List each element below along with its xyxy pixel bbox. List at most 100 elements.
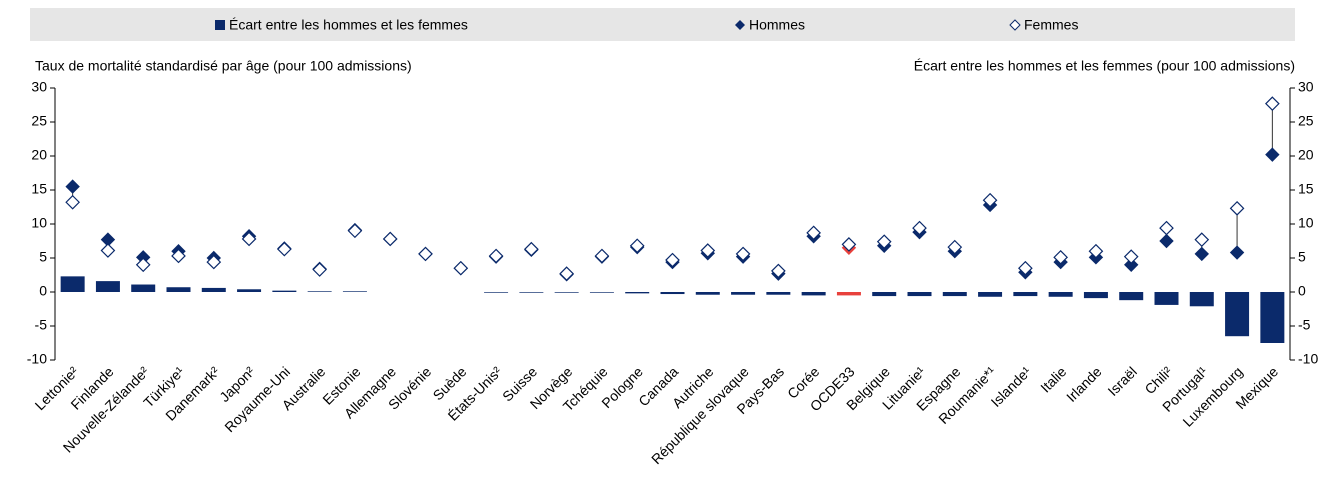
bar: [272, 290, 297, 292]
femmes-marker: [1194, 232, 1210, 247]
femmes-marker: [665, 252, 680, 268]
femmes-marker: [629, 238, 645, 254]
femmes-marker: [947, 239, 963, 255]
bar: [978, 292, 1003, 297]
x-tick-label: Irlande: [1063, 363, 1105, 405]
bar: [872, 292, 897, 297]
femmes-marker: [700, 243, 716, 258]
femmes-marker: [347, 223, 363, 239]
hommes-marker: [1124, 257, 1139, 273]
femmes-marker: [241, 231, 257, 247]
y-tick-label: 30: [31, 79, 47, 95]
y-tick-label: 25: [31, 113, 47, 129]
y2-tick-label: 30: [1298, 79, 1314, 95]
legend-swatch: [1009, 19, 1021, 31]
y2-tick-label: 5: [1298, 249, 1306, 265]
femmes-marker: [277, 241, 292, 257]
bar: [1260, 292, 1285, 343]
y2-tick-label: 0: [1298, 283, 1306, 299]
y-tick-label: 5: [39, 249, 47, 265]
hommes-marker: [65, 179, 80, 194]
femmes-marker: [524, 241, 539, 257]
legend-box: [30, 8, 1295, 41]
femmes-marker: [982, 192, 998, 208]
bar: [95, 281, 120, 292]
femmes-marker: [1229, 201, 1245, 216]
bar: [554, 292, 579, 293]
femmes-marker: [135, 257, 151, 273]
bar: [342, 291, 367, 292]
bar: [766, 292, 791, 295]
femmes-marker: [1159, 220, 1174, 236]
y-tick-label: 10: [31, 215, 47, 231]
femmes-marker: [1123, 249, 1139, 264]
y-tick-label: 0: [39, 283, 47, 299]
bar: [907, 292, 932, 297]
femmes-marker: [1018, 260, 1033, 276]
hommes-marker: [1265, 147, 1280, 162]
bar: [801, 292, 826, 296]
femmes-marker: [559, 266, 574, 281]
y2-tick-label: -5: [1298, 317, 1311, 333]
femmes-marker: [171, 248, 186, 264]
bar: [1189, 292, 1214, 307]
femmes-marker: [488, 248, 504, 264]
bar: [237, 289, 262, 292]
y-tick-label: -10: [27, 351, 47, 367]
y2-tick-label: 25: [1298, 113, 1314, 129]
bar: [625, 292, 650, 294]
femmes-marker: [418, 246, 433, 262]
y-axis-title: Taux de mortalité standardisé par âge (p…: [35, 58, 412, 74]
y-tick-label: 20: [31, 147, 47, 163]
bar: [166, 287, 191, 292]
bar: [1048, 292, 1073, 297]
y2-axis-title: Écart entre les hommes et les femmes (po…: [914, 58, 1295, 74]
femmes-marker: [594, 248, 610, 264]
femmes-marker: [100, 243, 116, 258]
legend-swatch: [215, 20, 225, 30]
bar: [836, 292, 861, 296]
hommes-marker: [1159, 233, 1174, 249]
femmes-marker: [65, 194, 80, 210]
bar: [1119, 292, 1144, 301]
legend-label: Hommes: [749, 17, 805, 33]
bar: [1225, 292, 1250, 337]
legend-swatch: [735, 20, 745, 30]
legend-label: Femmes: [1024, 17, 1078, 33]
bar: [131, 284, 156, 292]
bar: [942, 292, 967, 297]
femmes-marker: [206, 254, 222, 270]
bar: [660, 292, 685, 295]
femmes-marker: [876, 234, 892, 250]
femmes-marker: [382, 231, 398, 247]
femmes-marker: [841, 237, 857, 252]
bar: [60, 276, 85, 292]
y2-tick-label: 10: [1298, 215, 1314, 231]
bar: [731, 292, 756, 295]
femmes-marker: [771, 263, 786, 279]
femmes-marker: [806, 225, 821, 241]
femmes-marker: [912, 220, 927, 236]
bar: [1154, 292, 1179, 305]
bar: [307, 291, 332, 292]
femmes-marker: [453, 260, 469, 276]
hommes-marker: [1194, 246, 1209, 262]
y2-tick-label: 20: [1298, 147, 1314, 163]
bar: [201, 287, 226, 292]
bar: [1013, 292, 1038, 297]
y2-tick-label: -10: [1298, 351, 1318, 367]
bar: [519, 292, 544, 293]
bar: [695, 292, 720, 295]
bar: [1083, 292, 1108, 299]
femmes-marker: [1088, 243, 1104, 259]
femmes-marker: [1053, 249, 1068, 265]
femmes-marker: [1265, 96, 1280, 111]
x-tick-label: Israël: [1104, 363, 1140, 399]
femmes-marker: [312, 262, 327, 277]
y2-tick-label: 15: [1298, 181, 1314, 197]
legend-label: Écart entre les hommes et les femmes: [229, 17, 468, 33]
y-tick-label: -5: [35, 317, 48, 333]
femmes-marker: [735, 246, 751, 262]
hommes-marker: [1229, 245, 1245, 260]
